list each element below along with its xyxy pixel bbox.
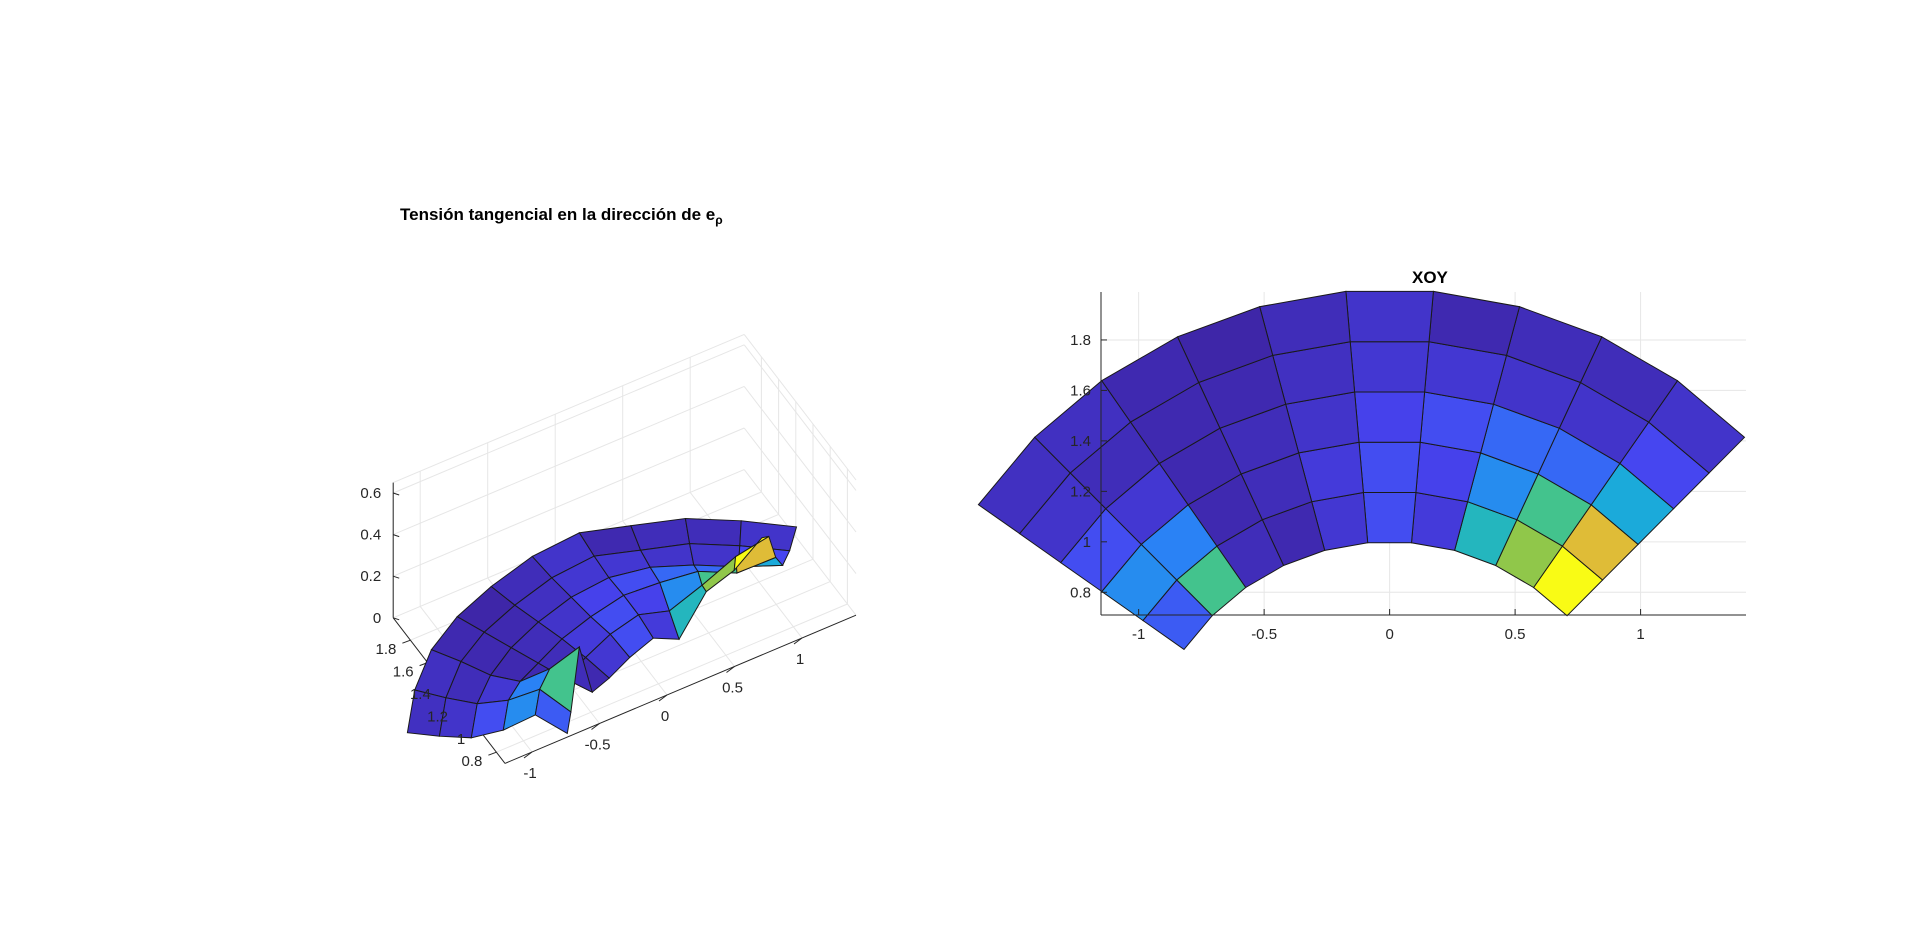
surface-x-tick-label: 1 <box>796 651 804 668</box>
surface-box-edge <box>393 333 745 484</box>
surface-x-axis-line <box>504 614 857 764</box>
surface-z-tick-label: 0.6 <box>360 485 381 502</box>
xoy-topview-axes: -1 -0.5 0 0.5 1 0.8 1 1.2 1.4 1.6 1.8 <box>977 290 1746 651</box>
surface-y-tick-label: 0.8 <box>462 753 483 770</box>
xoy-axis-lines <box>1100 292 1746 616</box>
surface-3d-tick-labels: -1 -0.5 0 0.5 1 0.8 1 1.2 1.4 1.6 1.8 0 0.2 0.4 0.6 <box>360 485 804 782</box>
surface-wall-gridline <box>743 427 857 574</box>
surface-x-tick-label: 0 <box>661 708 669 725</box>
surface-wall-gridline <box>393 344 745 494</box>
xoy-y-tick-label: 1.6 <box>1070 382 1091 399</box>
surface-z-tick-label: 0.2 <box>360 568 381 585</box>
surface-patch <box>534 688 572 735</box>
surface-y-tick-label: 1 <box>457 731 465 748</box>
surface-y-tick-label: 1.8 <box>376 641 397 658</box>
surface-x-tick-mark <box>523 751 533 759</box>
surface-z-tick-label: 0 <box>373 610 381 627</box>
surface-y-tick-label: 1.6 <box>393 664 414 681</box>
xoy-x-tick-label: -0.5 <box>1251 626 1277 643</box>
xoy-patch <box>1349 341 1430 393</box>
surface-y-tick-label: 1.2 <box>427 708 448 725</box>
surface-3d-axes: -1 -0.5 0 0.5 1 0.8 1 1.2 1.4 1.6 1.8 0 0.2 0.4 0.6 <box>360 333 857 782</box>
xoy-patch <box>1358 441 1421 493</box>
xoy-patches <box>977 290 1746 651</box>
xoy-x-tick-label: -1 <box>1132 626 1145 643</box>
xoy-x-tick-label: 0 <box>1385 626 1393 643</box>
surface-wall-gridline <box>393 427 745 577</box>
xoy-x-tick-label: 0.5 <box>1505 626 1526 643</box>
surface-box-edge <box>743 334 857 481</box>
surface-z-tick-mark <box>393 534 400 538</box>
surface-3d-patches <box>406 517 798 739</box>
surface-x-tick-label: -0.5 <box>585 737 611 754</box>
surface-wall-gridline <box>743 344 857 491</box>
surface-z-tick-mark <box>393 617 400 621</box>
surface-x-tick-mark <box>793 637 803 645</box>
xoy-y-tick-label: 0.8 <box>1070 584 1091 601</box>
xoy-patch <box>1345 290 1434 343</box>
surface-patch <box>733 535 770 572</box>
surface-y-tick-label: 1.4 <box>410 686 431 703</box>
surface-y-tick-mark <box>402 639 411 644</box>
xoy-x-tick-label: 1 <box>1636 626 1644 643</box>
surface-z-tick-label: 0.4 <box>360 527 381 544</box>
surface-chart-title: Tensión tangencial en la dirección de eρ <box>400 205 723 227</box>
surface-z-tick-mark <box>393 492 400 496</box>
surface-x-tick-mark <box>591 723 600 730</box>
surface-x-tick-label: -1 <box>523 765 536 782</box>
xoy-y-tick-label: 1.4 <box>1070 433 1091 450</box>
surface-wall-gridline <box>743 469 857 616</box>
surface-wall-gridline <box>393 385 745 536</box>
surface-x-tick-mark <box>658 694 668 702</box>
xoy-y-tick-label: 1.8 <box>1070 332 1091 349</box>
surface-wall-gridline <box>743 386 857 533</box>
surface-x-tick-label: 0.5 <box>722 680 743 697</box>
xoy-y-tick-label: 1 <box>1083 534 1091 551</box>
surface-floor-gridline <box>496 603 848 753</box>
xoy-patch <box>1354 391 1426 443</box>
xoy-y-tick-label: 1.2 <box>1070 483 1091 500</box>
xoy-tick-labels: -1 -0.5 0 0.5 1 0.8 1 1.2 1.4 1.6 1.8 <box>1070 332 1645 643</box>
surface-y-tick-mark <box>488 751 497 756</box>
xoy-patch <box>977 436 1071 535</box>
surface-patch <box>684 517 742 547</box>
surface-x-tick-mark <box>726 666 735 673</box>
topview-chart-title: XOY <box>1412 268 1448 287</box>
surface-z-tick-mark <box>393 575 400 579</box>
xoy-patch <box>1362 492 1417 544</box>
surface-patch <box>470 699 510 739</box>
